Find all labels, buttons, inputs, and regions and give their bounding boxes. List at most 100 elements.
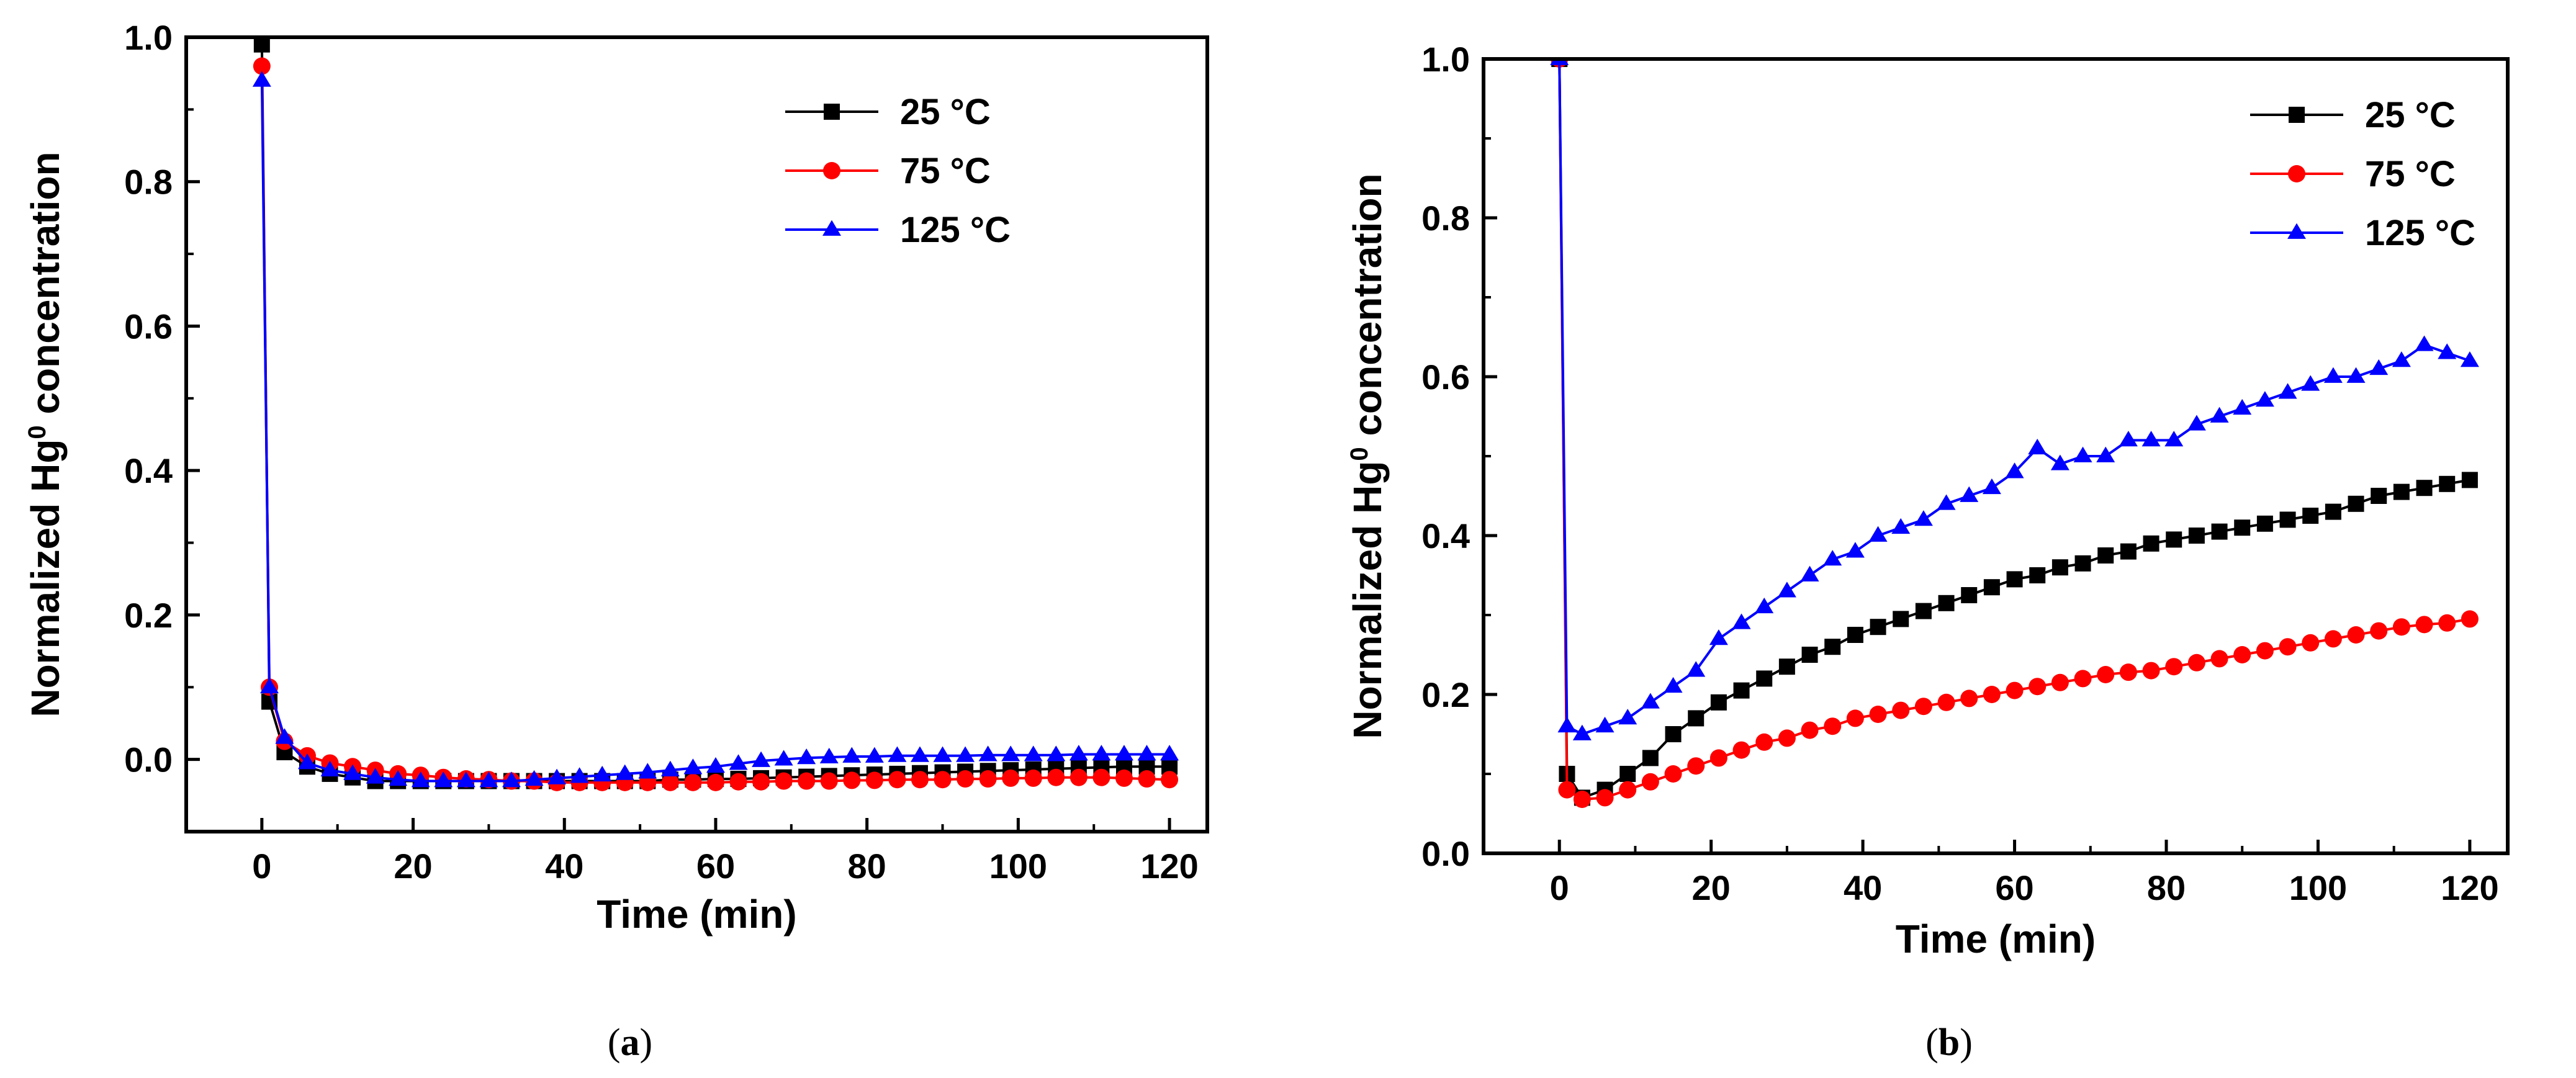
data-point-circle-33 xyxy=(2279,638,2297,656)
data-point-triangle-41 xyxy=(1160,745,1179,761)
data-point-triangle-30 xyxy=(910,746,929,762)
data-point-square-40 xyxy=(2439,475,2456,492)
data-point-circle-38 xyxy=(1092,768,1110,786)
plot-area xyxy=(252,37,1179,791)
data-point-triangle-28 xyxy=(2164,431,2184,447)
data-point-triangle-4 xyxy=(1618,709,1637,725)
legend-entry-square: 25 °C xyxy=(2250,95,2456,135)
data-point-square-41 xyxy=(2461,472,2478,488)
data-point-triangle-19 xyxy=(1960,486,1979,502)
data-point-square-13 xyxy=(1824,639,1841,655)
data-point-circle-37 xyxy=(1070,768,1088,786)
data-point-triangle-11 xyxy=(479,771,498,788)
data-point-square-39 xyxy=(2416,480,2433,496)
data-point-circle-36 xyxy=(2347,626,2365,644)
panel-b: 0 20 40 60 80 100 120 0.0 0.2 0.4 0.6 0.8 1.0 Time (m… xyxy=(1345,40,2510,1064)
plot-frame xyxy=(184,35,1209,833)
y-tick-label: 0.6 xyxy=(124,307,173,346)
data-point-circle-22 xyxy=(2029,678,2047,696)
data-point-triangle-20 xyxy=(683,758,703,775)
x-tick-label: 120 xyxy=(2441,868,2498,907)
data-point-circle-22 xyxy=(729,773,747,791)
data-point-circle-25 xyxy=(798,772,816,790)
data-point-circle-2 xyxy=(1573,790,1591,808)
legend: 25 °C 75 °C 125 °C xyxy=(2250,95,2475,253)
series-circle xyxy=(253,57,1179,791)
y-axis-title: Normalized Hg0 concentration xyxy=(23,151,68,717)
data-point-triangle-22 xyxy=(729,754,748,770)
x-tick-label: 120 xyxy=(1140,847,1198,886)
data-point-triangle-23 xyxy=(2050,454,2069,470)
data-point-triangle-6 xyxy=(366,768,385,784)
data-point-triangle-37 xyxy=(1069,745,1088,761)
data-point-triangle-35 xyxy=(2323,367,2343,383)
legend-label: 25 °C xyxy=(2365,95,2456,135)
y-tick-label: 0.0 xyxy=(1421,834,1470,873)
data-point-triangle-39 xyxy=(1114,745,1133,761)
data-point-circle-35 xyxy=(2324,630,2342,648)
data-point-circle-15 xyxy=(1869,706,1887,723)
data-point-circle-23 xyxy=(2051,673,2069,691)
data-point-square-9 xyxy=(1733,682,1750,699)
data-point-circle-12 xyxy=(1801,721,1819,739)
y-tick-label: 0.2 xyxy=(1421,675,1470,714)
data-point-triangle-0 xyxy=(252,71,271,87)
data-point-triangle-legend xyxy=(822,220,841,236)
data-point-circle-21 xyxy=(706,773,724,791)
panel-caption: (a) xyxy=(608,1022,652,1064)
y-axis-title-superscript: 0 xyxy=(24,425,51,439)
data-point-square-32 xyxy=(2256,515,2273,532)
x-tick-label: 20 xyxy=(394,847,432,886)
data-point-circle-30 xyxy=(911,771,929,789)
series-line-triangle xyxy=(260,80,1170,783)
data-point-circle-31 xyxy=(934,771,952,789)
y-tick-label: 0.0 xyxy=(124,740,173,779)
y-tick-label: 0.6 xyxy=(1421,357,1470,397)
data-point-triangle-16 xyxy=(593,765,612,782)
data-point-circle-39 xyxy=(1115,769,1133,787)
data-point-triangle-21 xyxy=(2005,462,2024,478)
data-point-triangle-30 xyxy=(2210,406,2229,423)
data-point-circle-25 xyxy=(2097,666,2115,683)
data-point-triangle-18 xyxy=(638,763,657,779)
data-point-triangle-31 xyxy=(2233,398,2252,415)
data-point-triangle-3 xyxy=(297,753,317,770)
data-point-triangle-2 xyxy=(1572,724,1592,740)
data-point-circle-29 xyxy=(888,771,906,789)
y-axis-title-end: concentration xyxy=(1345,173,1390,447)
data-point-triangle-7 xyxy=(1687,661,1706,677)
y-axis-title-end: concentration xyxy=(23,151,68,425)
data-point-triangle-29 xyxy=(888,746,907,762)
data-point-square-legend xyxy=(824,104,840,120)
data-point-circle-38 xyxy=(2392,618,2410,636)
data-point-triangle-41 xyxy=(2460,351,2479,367)
data-point-triangle-33 xyxy=(2278,383,2297,399)
data-point-circle-35 xyxy=(1024,769,1042,787)
data-point-square-8 xyxy=(1710,694,1727,711)
data-point-circle-21 xyxy=(2006,681,2024,699)
data-point-triangle-25 xyxy=(797,748,816,765)
y-tick-label: 0.4 xyxy=(1421,516,1470,555)
data-point-triangle-20 xyxy=(1982,478,2001,495)
data-point-square-29 xyxy=(2188,528,2205,544)
data-point-circle-29 xyxy=(2187,654,2205,672)
data-point-circle-legend xyxy=(2288,165,2305,182)
data-point-circle-13 xyxy=(1824,717,1842,735)
data-point-square-20 xyxy=(1983,579,2000,596)
y-tick-label: 1.0 xyxy=(124,18,173,57)
series-square xyxy=(1551,59,2478,806)
data-point-triangle-2 xyxy=(275,728,294,744)
data-point-square-12 xyxy=(1801,647,1818,663)
data-point-triangle-37 xyxy=(2369,359,2389,375)
y-tick-label: 1.0 xyxy=(1421,40,1470,79)
data-point-circle-32 xyxy=(957,770,975,788)
data-point-triangle-17 xyxy=(1914,510,1933,526)
data-point-triangle-12 xyxy=(1800,565,1819,582)
data-point-square-24 xyxy=(2074,555,2091,572)
data-point-circle-4 xyxy=(1619,781,1637,799)
data-point-square-17 xyxy=(1915,603,1932,619)
series-triangle xyxy=(1550,59,2479,740)
data-point-square-legend xyxy=(2289,107,2305,123)
data-point-circle-41 xyxy=(1161,771,1179,789)
